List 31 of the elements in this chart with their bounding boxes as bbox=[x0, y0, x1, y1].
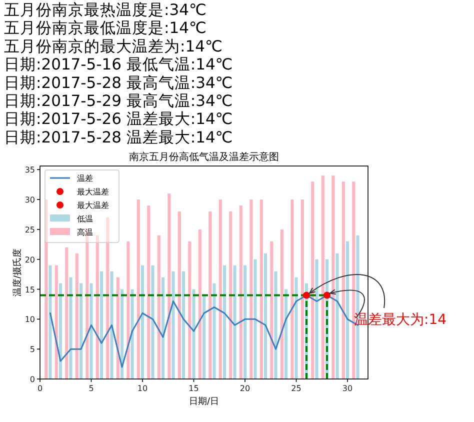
text: 日期:2017-5-28 温差最大:14℃ bbox=[4, 128, 233, 146]
x-tick-label: 0 bbox=[37, 384, 43, 393]
text: 日期:2017-5-28 最高气温:34℃ bbox=[4, 74, 233, 92]
text: 五月份南京的最大温差为:14℃ bbox=[4, 37, 222, 56]
y-tick-label: 20 bbox=[24, 255, 35, 264]
legend-label: 最大温差 bbox=[77, 188, 109, 196]
y-tick-label: 25 bbox=[24, 225, 35, 234]
legend-label: 低温 bbox=[77, 214, 93, 224]
y-tick-label: 30 bbox=[24, 196, 35, 205]
legend-label: 高温 bbox=[77, 228, 93, 237]
x-axis-title: 日期/日 bbox=[188, 396, 220, 407]
y-tick-label: 10 bbox=[24, 315, 35, 324]
y-axis-title: 温度/摄氏度 bbox=[12, 248, 23, 297]
x-tick-label: 25 bbox=[291, 384, 302, 393]
y-tick-label: 0 bbox=[30, 375, 35, 384]
text: 日期:2017-5-26 温差最大:14℃ bbox=[4, 110, 233, 128]
x-tick-label: 30 bbox=[342, 384, 353, 393]
text: 五月份南京最低温度是:14℃ bbox=[4, 19, 206, 38]
text: 日期:2017-5-16 最低气温:14℃ bbox=[4, 56, 233, 74]
x-tick-label: 10 bbox=[137, 384, 148, 393]
x-tick-label: 20 bbox=[240, 384, 250, 393]
text: 日期:2017-5-29 最高气温:34℃ bbox=[4, 92, 233, 110]
x-tick-label: 15 bbox=[188, 384, 199, 393]
legend-label: 温差 bbox=[77, 174, 93, 183]
legend-label: 最大温差 bbox=[77, 201, 109, 210]
y-tick-label: 35 bbox=[24, 166, 35, 175]
x-tick-label: 5 bbox=[88, 384, 94, 393]
chart-title: 南京五月份高低气温及温差示意图 bbox=[129, 151, 279, 163]
y-tick-label: 15 bbox=[24, 285, 35, 294]
y-tick-label: 5 bbox=[30, 345, 35, 354]
text: 五月份南京最热温度是:34℃ bbox=[4, 1, 206, 19]
